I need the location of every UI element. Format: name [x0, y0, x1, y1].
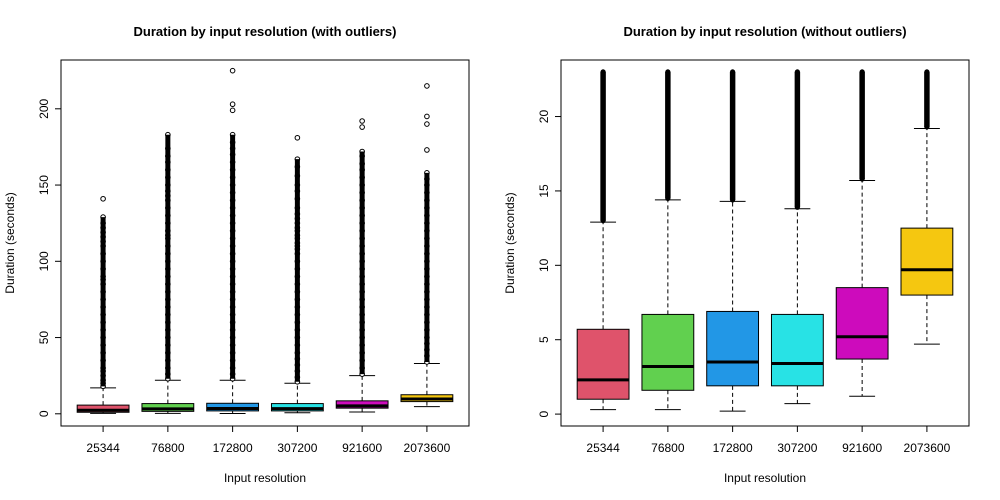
box-76800	[641, 69, 695, 411]
box-iqr	[900, 227, 954, 296]
box-2073600	[900, 69, 954, 345]
y-tick-label: 10	[537, 258, 551, 272]
outlier-point	[924, 69, 930, 75]
chart-title: Duration by input resolution (with outli…	[134, 24, 397, 39]
box-2073600	[400, 83, 454, 408]
y-tick-label: 150	[37, 175, 51, 195]
outlier-point	[229, 101, 236, 108]
box-iqr	[576, 328, 630, 400]
outlier-point	[424, 113, 430, 120]
y-tick-label: 20	[537, 110, 551, 124]
box-iqr	[641, 313, 695, 391]
outlier-point	[424, 83, 430, 89]
box-307200	[770, 69, 824, 405]
x-tick-label: 2073600	[904, 441, 951, 455]
box-921600	[335, 118, 389, 413]
y-tick-label: 0	[37, 410, 51, 417]
box-iqr	[835, 287, 889, 360]
y-tick-label: 200	[37, 98, 51, 118]
chart-title: Duration by input resolution (without ou…	[623, 24, 906, 39]
box-172800	[206, 67, 260, 414]
outlier-point	[424, 121, 430, 127]
outlier-point	[665, 195, 671, 201]
box-iqr	[706, 310, 760, 387]
box-307200	[270, 134, 324, 414]
chart-panel-2: Duration by input resolution (without ou…	[503, 24, 970, 485]
x-tick-label: 921600	[842, 441, 882, 455]
outlier-point	[600, 69, 606, 75]
x-axis-label: Input resolution	[224, 471, 306, 485]
box-25344	[76, 195, 130, 414]
y-tick-label: 100	[37, 251, 51, 271]
outlier-point	[665, 69, 671, 75]
y-axis-label: Duration (seconds)	[503, 192, 517, 293]
x-tick-label: 25344	[86, 441, 120, 455]
outlier-point	[229, 107, 236, 114]
outlier-point	[730, 197, 736, 203]
outlier-point	[359, 124, 365, 130]
x-tick-label: 307200	[277, 441, 317, 455]
x-tick-label: 25344	[586, 441, 620, 455]
outlier-point	[600, 218, 606, 224]
x-axis-label: Input resolution	[724, 471, 806, 485]
box-iqr	[76, 404, 130, 413]
y-tick-label: 5	[537, 336, 551, 343]
outlier-point	[794, 204, 800, 210]
y-tick-label: 15	[537, 184, 551, 198]
outlier-point	[229, 67, 236, 74]
x-tick-label: 76800	[151, 441, 185, 455]
x-tick-label: 307200	[777, 441, 817, 455]
chart-panel-1: Duration by input resolution (with outli…	[3, 24, 470, 485]
x-tick-label: 76800	[651, 441, 685, 455]
x-tick-label: 172800	[213, 441, 253, 455]
x-tick-label: 2073600	[404, 441, 451, 455]
x-tick-label: 921600	[342, 441, 382, 455]
outlier-point	[794, 69, 800, 75]
y-tick-label: 50	[37, 331, 51, 345]
box-172800	[706, 69, 760, 412]
outlier-point	[924, 124, 930, 130]
box-921600	[835, 69, 889, 397]
box-76800	[141, 131, 195, 414]
box-25344	[576, 69, 630, 411]
outlier-point	[359, 118, 365, 124]
y-tick-label: 0	[537, 410, 551, 417]
outlier-point	[730, 69, 736, 75]
outlier-point	[859, 69, 865, 75]
outlier-point	[859, 176, 865, 182]
plot-frame	[60, 59, 470, 427]
outlier-point	[294, 134, 301, 141]
plot-frame	[560, 59, 970, 427]
outlier-point	[424, 147, 430, 153]
x-tick-label: 172800	[713, 441, 753, 455]
box-iqr	[770, 313, 824, 387]
outlier-point	[100, 195, 106, 202]
y-axis-label: Duration (seconds)	[3, 192, 17, 293]
